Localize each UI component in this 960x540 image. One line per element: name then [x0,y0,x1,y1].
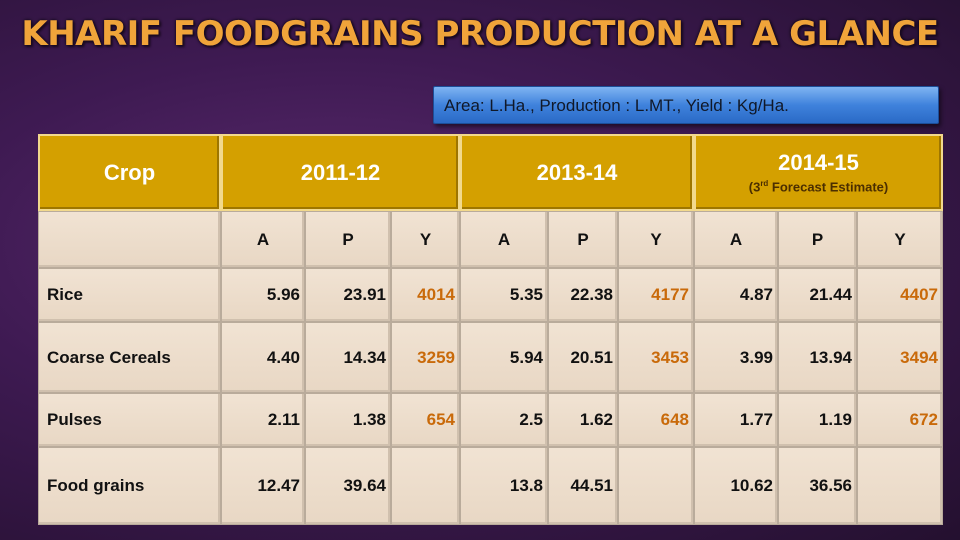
value-cell: 10.62 [694,447,778,525]
crop-name-cell: Coarse Cereals [38,322,221,393]
slide-title: KHARIF FOODGRAINS PRODUCTION AT A GLANCE [21,14,939,54]
yield-cell: 654 [391,393,460,447]
value-cell: 23.91 [305,268,391,322]
period-label: 2014-15 [778,150,859,176]
value-cell: 13.94 [778,322,857,393]
yield-cell: 672 [857,393,943,447]
subheader-cell: A [221,211,305,268]
period-label: 2011-12 [300,159,381,185]
value-cell: 36.56 [778,447,857,525]
crop-column-header: Crop [38,134,221,211]
value-cell: 13.8 [460,447,548,525]
value-cell: 14.34 [305,322,391,393]
period-header: 2011-12 [221,134,460,211]
value-cell: 1.62 [548,393,618,447]
value-cell: 44.51 [548,447,618,525]
production-table: Crop 2011-12 2013-14 2014-15 (3rd Forecast E… [38,134,943,525]
value-cell: 3.99 [694,322,778,393]
units-note: Area: L.Ha., Production : L.MT., Yield :… [433,86,939,124]
period-header: 2014-15 (3rd Forecast Estimate) [694,134,943,211]
subheader-cell: A [460,211,548,268]
subheader-cell: P [548,211,618,268]
crop-name-cell: Food grains [38,447,221,525]
value-cell: 39.64 [305,447,391,525]
subheader-cell: P [778,211,857,268]
value-cell: 21.44 [778,268,857,322]
subheader-cell: Y [857,211,943,268]
period-note: (3rd Forecast Estimate) [749,179,889,194]
subheader-cell: A [694,211,778,268]
value-cell: 2.11 [221,393,305,447]
value-cell: 5.96 [221,268,305,322]
value-cell: 4.87 [694,268,778,322]
crop-name-cell: Pulses [38,393,221,447]
period-note-superscript: rd [760,179,769,189]
period-label: 2013-14 [536,159,618,185]
period-note-suffix: Forecast Estimate) [768,179,889,195]
yield-cell [618,447,694,525]
subheader-blank [38,211,221,268]
value-cell: 20.51 [548,322,618,393]
yield-cell [857,447,943,525]
yield-cell: 648 [618,393,694,447]
value-cell: 12.47 [221,447,305,525]
yield-cell: 4407 [857,268,943,322]
subheader-cell: P [305,211,391,268]
value-cell: 22.38 [548,268,618,322]
subheader-cell: Y [618,211,694,268]
value-cell: 2.5 [460,393,548,447]
value-cell: 4.40 [221,322,305,393]
value-cell: 1.77 [694,393,778,447]
value-cell: 5.35 [460,268,548,322]
period-note-prefix: (3 [748,179,761,195]
crop-name-cell: Rice [38,268,221,322]
yield-cell [391,447,460,525]
yield-cell: 4177 [618,268,694,322]
period-header: 2013-14 [460,134,694,211]
value-cell: 1.38 [305,393,391,447]
yield-cell: 3494 [857,322,943,393]
yield-cell: 4014 [391,268,460,322]
subheader-cell: Y [391,211,460,268]
value-cell: 1.19 [778,393,857,447]
yield-cell: 3259 [391,322,460,393]
value-cell: 5.94 [460,322,548,393]
yield-cell: 3453 [618,322,694,393]
